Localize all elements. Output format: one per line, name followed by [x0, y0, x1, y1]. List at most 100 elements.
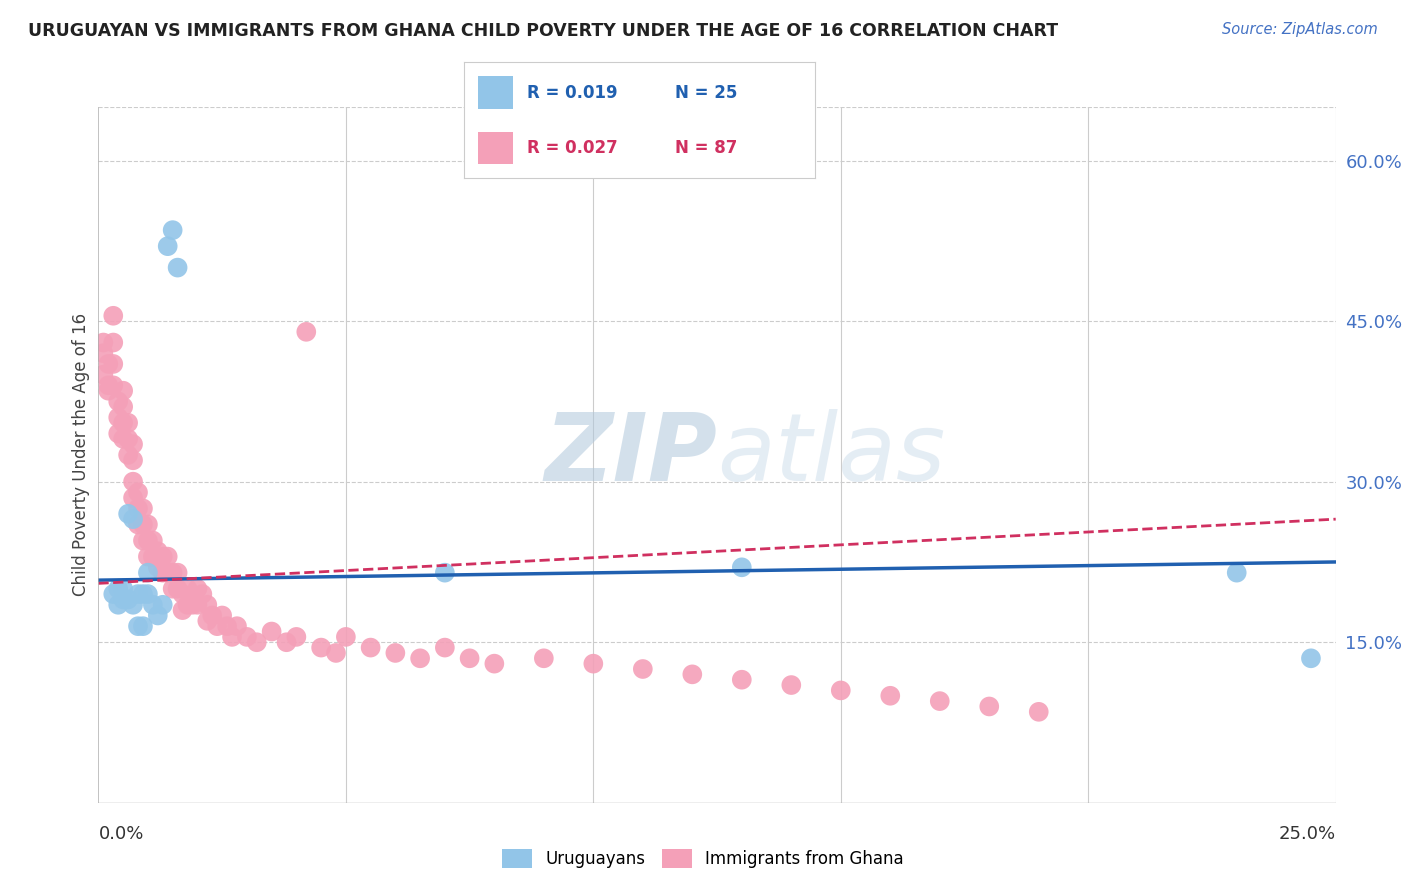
Point	[132, 587, 155, 601]
Point	[176, 582, 198, 596]
FancyBboxPatch shape	[478, 132, 513, 164]
Point	[107, 582, 129, 596]
Point	[285, 630, 308, 644]
Point	[122, 598, 145, 612]
Point	[1226, 566, 1249, 580]
Point	[136, 587, 159, 601]
Point	[97, 378, 120, 392]
Point	[360, 640, 382, 655]
Point	[201, 608, 224, 623]
Point	[103, 357, 125, 371]
Text: Source: ZipAtlas.com: Source: ZipAtlas.com	[1222, 22, 1378, 37]
Text: URUGUAYAN VS IMMIGRANTS FROM GHANA CHILD POVERTY UNDER THE AGE OF 16 CORRELATION: URUGUAYAN VS IMMIGRANTS FROM GHANA CHILD…	[28, 22, 1059, 40]
Point	[172, 603, 194, 617]
Point	[112, 416, 135, 430]
Point	[117, 432, 139, 446]
Point	[122, 453, 145, 467]
Point	[127, 501, 149, 516]
Point	[211, 608, 233, 623]
Point	[276, 635, 298, 649]
Point	[117, 507, 139, 521]
Point	[681, 667, 703, 681]
Point	[136, 549, 159, 564]
Point	[142, 533, 165, 548]
Point	[127, 619, 149, 633]
Legend: Uruguayans, Immigrants from Ghana: Uruguayans, Immigrants from Ghana	[495, 842, 911, 875]
Point	[631, 662, 654, 676]
Point	[205, 619, 228, 633]
Text: R = 0.027: R = 0.027	[527, 139, 619, 157]
Text: atlas: atlas	[717, 409, 945, 500]
Point	[97, 384, 120, 398]
Point	[156, 549, 179, 564]
Point	[142, 549, 165, 564]
Point	[122, 475, 145, 489]
Point	[156, 566, 179, 580]
Point	[433, 566, 456, 580]
Point	[152, 598, 174, 612]
Point	[172, 587, 194, 601]
Point	[731, 673, 754, 687]
Point	[146, 560, 169, 574]
Point	[112, 592, 135, 607]
Point	[136, 533, 159, 548]
Point	[103, 335, 125, 350]
Point	[979, 699, 1001, 714]
Point	[132, 517, 155, 532]
Point	[226, 619, 249, 633]
Point	[146, 544, 169, 558]
Point	[156, 239, 179, 253]
Point	[217, 619, 239, 633]
Point	[122, 512, 145, 526]
Point	[325, 646, 347, 660]
Point	[93, 368, 115, 382]
Text: ZIP: ZIP	[544, 409, 717, 501]
Point	[731, 560, 754, 574]
Point	[295, 325, 318, 339]
Point	[132, 619, 155, 633]
Point	[176, 598, 198, 612]
Point	[533, 651, 555, 665]
Point	[112, 400, 135, 414]
Point	[117, 448, 139, 462]
Point	[93, 335, 115, 350]
Point	[236, 630, 259, 644]
Point	[127, 485, 149, 500]
Point	[132, 533, 155, 548]
Point	[122, 491, 145, 505]
Text: N = 87: N = 87	[675, 139, 737, 157]
Point	[162, 223, 184, 237]
Point	[107, 426, 129, 441]
Point	[162, 566, 184, 580]
Point	[107, 410, 129, 425]
Point	[484, 657, 506, 671]
Point	[112, 582, 135, 596]
Point	[181, 598, 204, 612]
Point	[166, 582, 188, 596]
Point	[112, 432, 135, 446]
Point	[221, 630, 243, 644]
Point	[246, 635, 269, 649]
Point	[152, 566, 174, 580]
Point	[132, 501, 155, 516]
Point	[409, 651, 432, 665]
Point	[93, 346, 115, 360]
Point	[195, 614, 218, 628]
Point	[127, 587, 149, 601]
Point	[260, 624, 283, 639]
Point	[335, 630, 357, 644]
Point	[162, 582, 184, 596]
Point	[195, 598, 218, 612]
Point	[186, 582, 208, 596]
Point	[136, 517, 159, 532]
Point	[122, 437, 145, 451]
FancyBboxPatch shape	[478, 77, 513, 109]
Y-axis label: Child Poverty Under the Age of 16: Child Poverty Under the Age of 16	[72, 313, 90, 597]
Text: 0.0%: 0.0%	[98, 825, 143, 843]
Point	[117, 416, 139, 430]
Point	[879, 689, 901, 703]
Point	[136, 566, 159, 580]
Point	[103, 378, 125, 392]
Point	[458, 651, 481, 665]
Point	[127, 517, 149, 532]
